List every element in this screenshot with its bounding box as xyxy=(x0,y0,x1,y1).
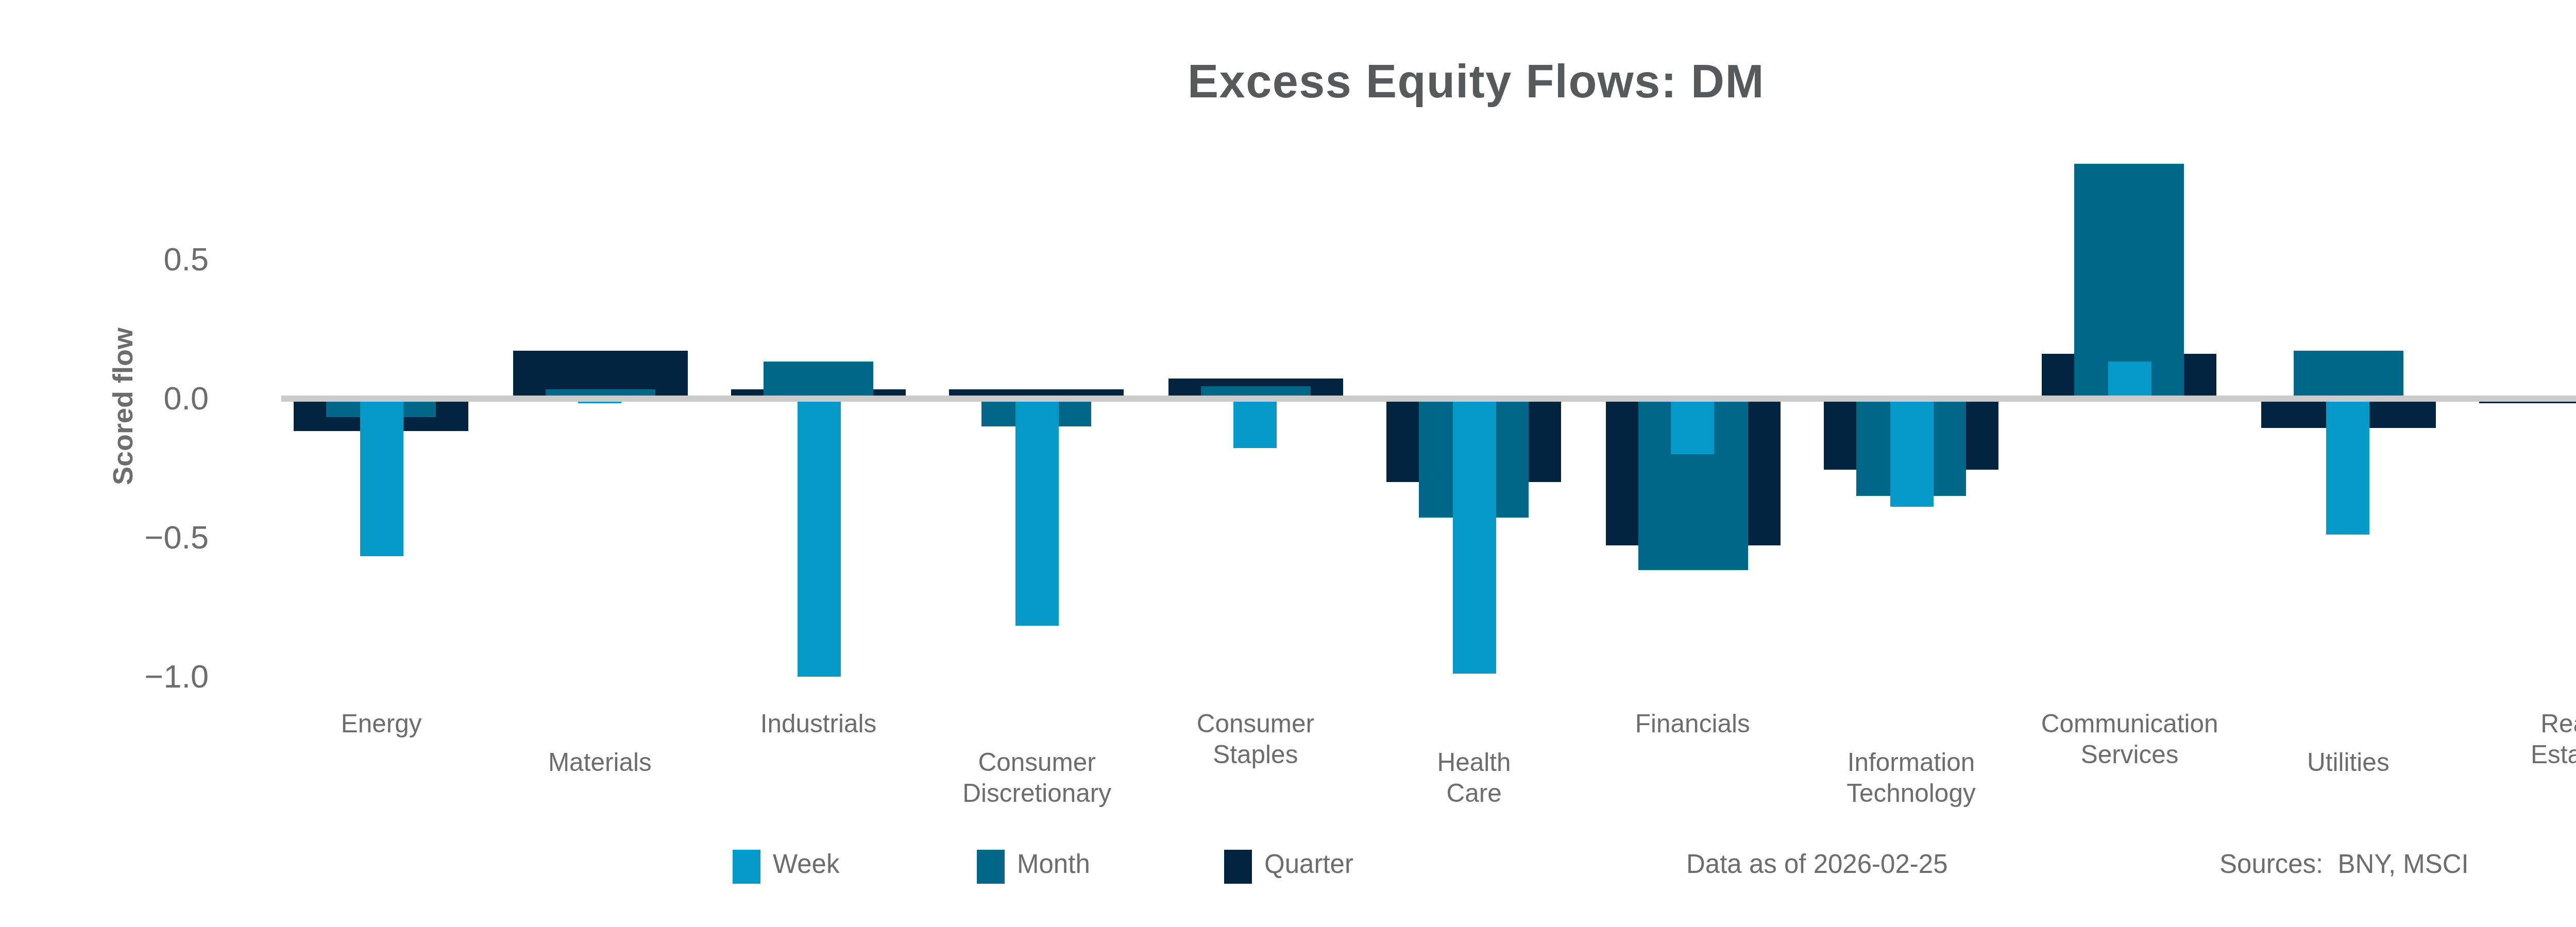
legend-label-month: Month xyxy=(1017,850,1090,881)
legend-swatch-quarter xyxy=(1224,850,1252,884)
bar-week-energy xyxy=(360,398,403,557)
plot-area: 0.5 0.0 −0.5 −1.0 Energy Materials Industrials… xyxy=(0,0,2576,927)
legend-label-week: Week xyxy=(773,850,839,881)
bar-week-health-care xyxy=(1452,398,1496,674)
chart-canvas: Excess Equity Flows: DM Scored flow 0.50… xyxy=(0,0,2576,927)
category-label-financials: Financials xyxy=(1577,708,1808,739)
bar-week-industrials xyxy=(797,398,840,676)
footnote-sources: Sources: BNY, MSCI xyxy=(2219,850,2469,881)
zero-line xyxy=(281,395,2576,401)
category-label-materials: Materials xyxy=(484,746,716,777)
bar-week-information-technology xyxy=(1890,398,1933,507)
legend-swatch-month xyxy=(977,850,1005,884)
y-tick-label: 0.5 xyxy=(100,241,209,278)
category-label-information-technology: Information Technology xyxy=(1795,746,2027,809)
category-label-utilities: Utilities xyxy=(2232,746,2464,777)
y-tick-label: −0.5 xyxy=(100,519,209,556)
category-label-real-estate: Real Estate xyxy=(2451,708,2576,770)
category-label-industrials: Industrials xyxy=(703,708,935,739)
y-tick-label: 0.0 xyxy=(100,380,209,417)
legend: Week Month Quarter xyxy=(0,847,2576,893)
bar-week-financials xyxy=(1671,398,1714,454)
bar-month-industrials xyxy=(764,362,873,398)
category-label-health-care: Health Care xyxy=(1358,746,1590,809)
legend-swatch-week xyxy=(733,850,760,884)
y-tick-label: −1.0 xyxy=(100,658,209,695)
category-label-energy: Energy xyxy=(265,708,497,739)
footnote-data-as-of: Data as of 2026-02-25 xyxy=(1686,850,1948,881)
legend-label-quarter: Quarter xyxy=(1264,850,1353,881)
category-label-consumer-staples: Consumer Staples xyxy=(1140,708,1371,770)
category-label-communication-services: Communication Services xyxy=(2014,708,2246,770)
bar-week-consumer-discretionary xyxy=(1015,398,1059,626)
bar-week-utilities xyxy=(2327,398,2370,535)
bar-week-communication-services xyxy=(2108,362,2151,398)
category-label-consumer-discretionary: Consumer Discretionary xyxy=(921,746,1153,809)
bar-month-utilities xyxy=(2293,351,2403,398)
bar-week-consumer-staples xyxy=(1234,398,1277,448)
